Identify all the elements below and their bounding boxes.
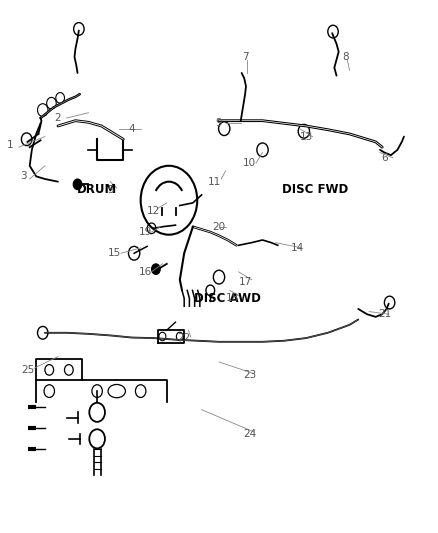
Text: 25: 25	[21, 365, 34, 375]
Text: 4: 4	[129, 124, 135, 134]
Text: 5: 5	[107, 184, 113, 195]
Text: 14: 14	[291, 243, 304, 253]
Text: 6: 6	[381, 153, 388, 163]
Text: 24: 24	[243, 429, 256, 439]
Text: 12: 12	[147, 206, 160, 216]
Text: 8: 8	[342, 52, 349, 62]
Text: 13: 13	[300, 132, 313, 142]
Text: 16: 16	[138, 267, 152, 277]
Text: DISC FWD: DISC FWD	[282, 183, 348, 196]
Text: 11: 11	[208, 176, 221, 187]
Text: 1: 1	[7, 140, 14, 150]
Text: 9: 9	[215, 118, 223, 128]
Text: 2: 2	[55, 113, 61, 123]
Circle shape	[73, 179, 82, 190]
Text: 17: 17	[238, 277, 252, 287]
Text: 20: 20	[212, 222, 226, 232]
Text: DISC AWD: DISC AWD	[194, 292, 261, 305]
Text: DRUM: DRUM	[77, 183, 117, 196]
Text: 22: 22	[177, 333, 191, 343]
Text: 7: 7	[242, 52, 248, 62]
Text: 19: 19	[138, 227, 152, 237]
Circle shape	[152, 264, 160, 274]
Text: 15: 15	[108, 248, 121, 259]
Text: 3: 3	[20, 172, 26, 181]
Text: 21: 21	[378, 309, 391, 319]
Text: 10: 10	[243, 158, 256, 168]
Text: 18: 18	[226, 293, 239, 303]
Text: 23: 23	[243, 370, 256, 380]
